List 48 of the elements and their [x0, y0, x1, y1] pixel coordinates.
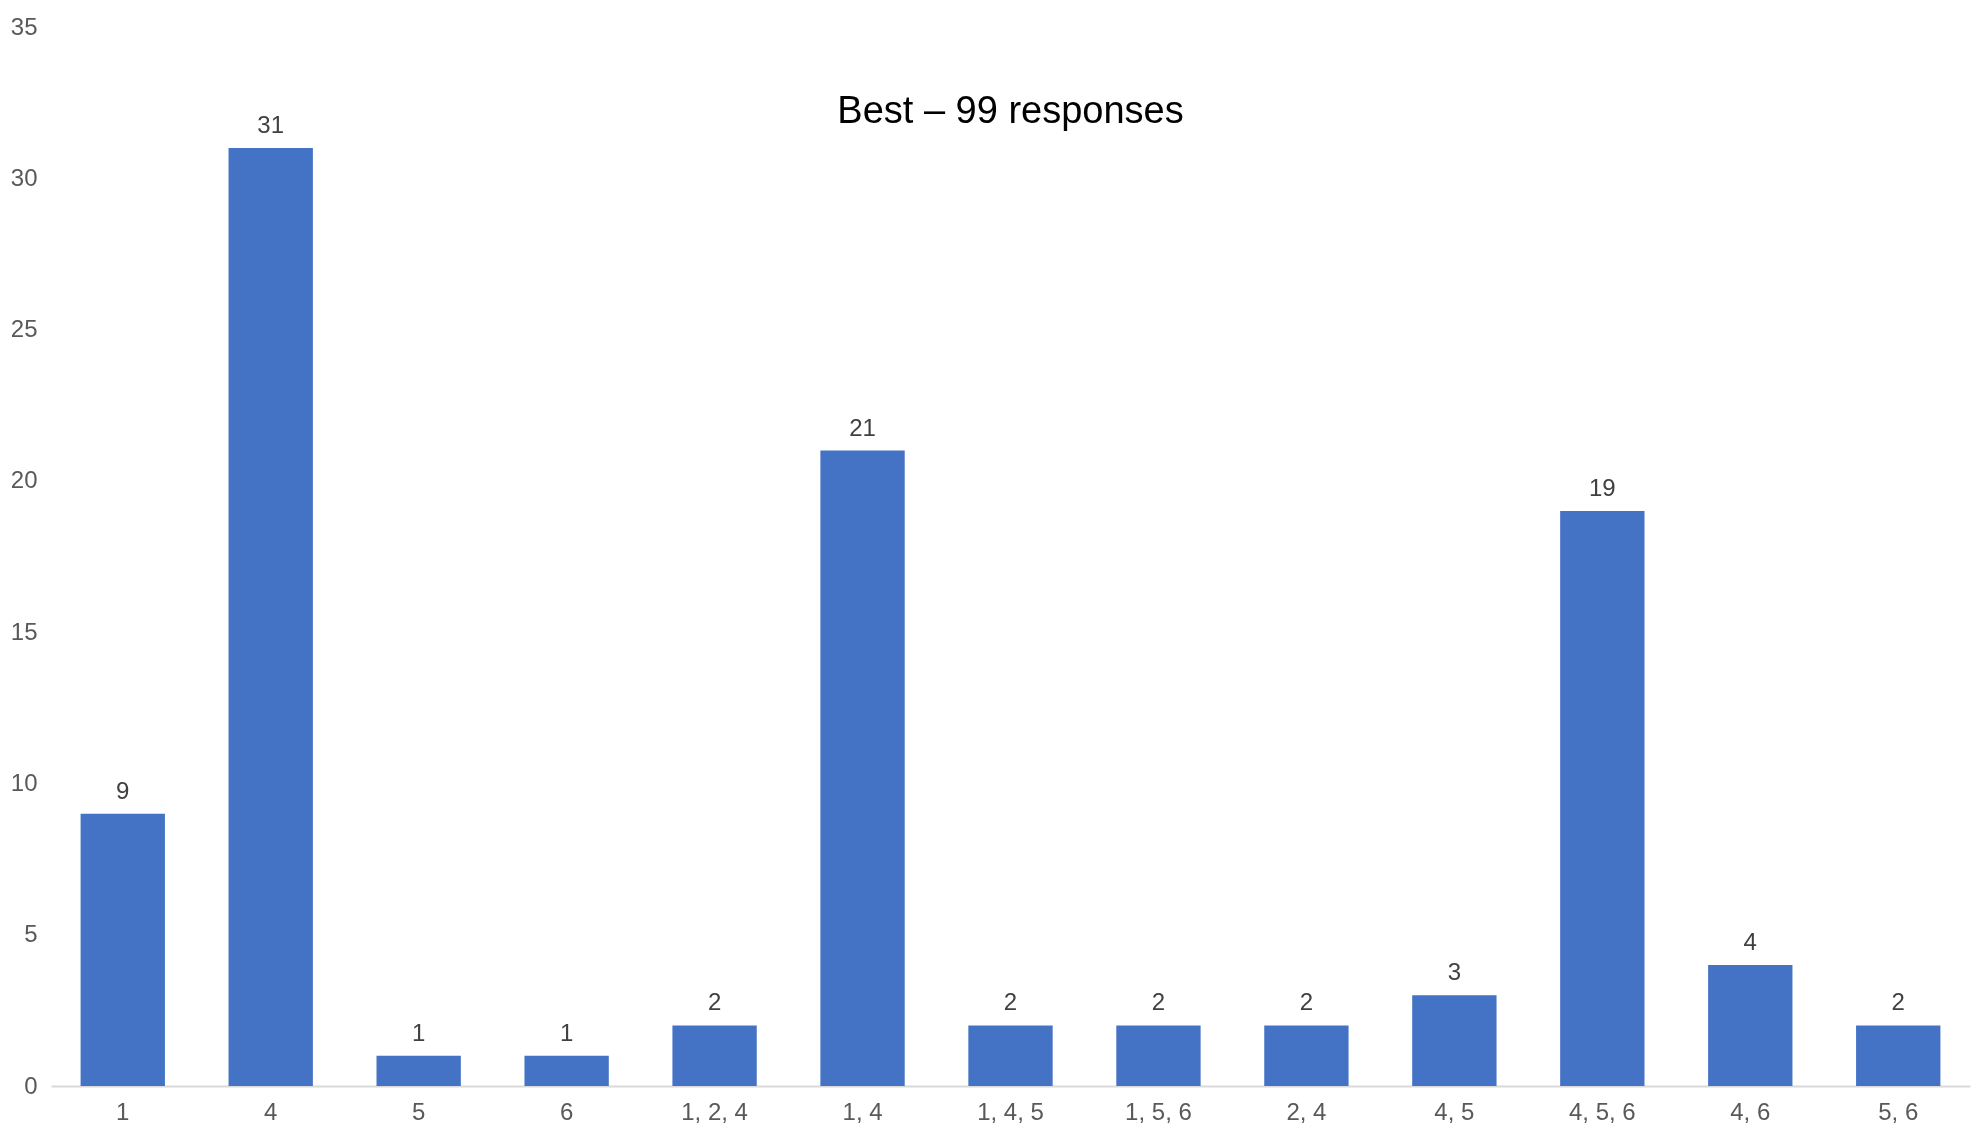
bar [1412, 995, 1497, 1086]
y-tick-label: 25 [10, 315, 38, 343]
data-label: 1 [411, 1018, 426, 1046]
data-label: 1 [559, 1018, 574, 1046]
x-tick-label: 4, 6 [1730, 1097, 1771, 1125]
bar [672, 1025, 757, 1086]
y-tick-label: 15 [10, 617, 38, 645]
x-tick-label: 2, 4 [1286, 1097, 1327, 1125]
data-label: 2 [707, 988, 722, 1016]
y-tick-label: 0 [24, 1071, 38, 1099]
bar [524, 1055, 609, 1086]
bar [1264, 1025, 1349, 1086]
x-tick-label: 4 [264, 1097, 278, 1125]
y-tick-label: 30 [10, 163, 38, 191]
y-tick-label: 10 [10, 768, 38, 796]
x-tick-label: 1, 4 [842, 1097, 883, 1125]
y-tick-label: 35 [10, 12, 38, 40]
data-label: 2 [1003, 988, 1018, 1016]
data-label: 3 [1447, 958, 1462, 986]
bar [820, 450, 905, 1086]
data-label: 9 [116, 776, 130, 804]
x-tick-label: 4, 5 [1434, 1097, 1475, 1125]
bar [80, 813, 165, 1086]
bar [1560, 511, 1645, 1086]
x-tick-label: 1, 2, 4 [681, 1097, 748, 1125]
text: Best – 99 responses [837, 89, 1184, 131]
x-tick-label: 5, 6 [1878, 1097, 1919, 1125]
bar [1856, 1025, 1941, 1086]
x-tick-label: 4, 5, 6 [1568, 1097, 1636, 1125]
y-tick-label: 5 [24, 920, 38, 948]
x-tick-label: 1, 4, 5 [977, 1097, 1044, 1125]
bar [1116, 1025, 1201, 1086]
data-label: 19 [1588, 474, 1616, 502]
x-tick-label: 5 [411, 1097, 426, 1125]
data-label: 2 [1891, 988, 1905, 1016]
y-tick-label: 20 [10, 466, 38, 494]
x-tick-label: 6 [559, 1097, 574, 1125]
bar [1708, 964, 1793, 1086]
data-label: 31 [257, 111, 285, 139]
x-tick-label: 1, 5, 6 [1125, 1097, 1192, 1125]
data-label: 21 [849, 413, 876, 441]
bar [376, 1055, 461, 1086]
data-label: 4 [1743, 927, 1757, 955]
data-label: 2 [1151, 988, 1166, 1016]
data-label: 2 [1299, 988, 1314, 1016]
bar [228, 148, 313, 1086]
bar [968, 1025, 1053, 1086]
x-tick-label: 1 [116, 1097, 130, 1125]
